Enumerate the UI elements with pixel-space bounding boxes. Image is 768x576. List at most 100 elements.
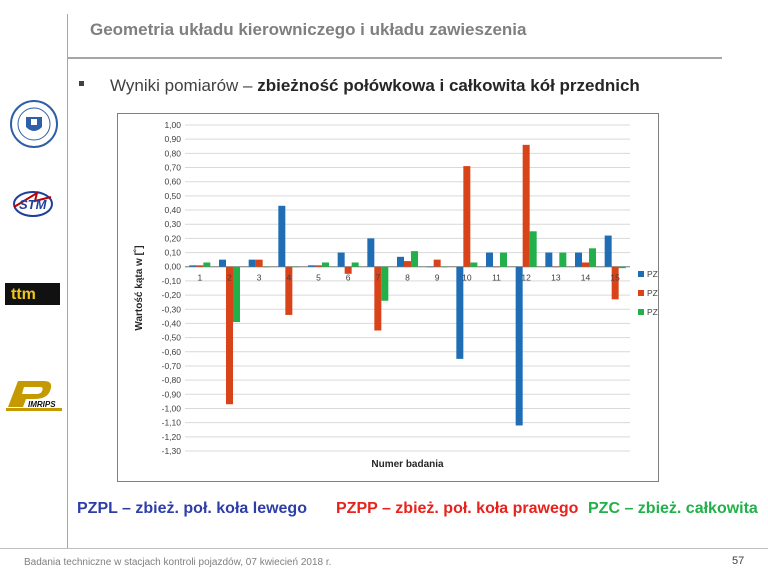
x-tick-label: 10: [462, 273, 472, 283]
bar-pzpp: [196, 265, 204, 267]
x-tick-label: 1: [197, 273, 202, 283]
y-tick-label: -1,20: [162, 432, 182, 442]
y-tick-label: 0,10: [164, 248, 181, 258]
legend-swatch-pzpp: [638, 290, 644, 296]
x-tick-label: 11: [492, 273, 501, 283]
y-tick-label: -0,10: [162, 276, 182, 286]
y-tick-label: 0,50: [164, 191, 181, 201]
y-tick-label: -0,70: [162, 361, 182, 371]
ttm-logo-icon: ttm: [5, 283, 60, 305]
legend-pzpp-text: PZPP – zbież. poł. koła prawego: [336, 500, 579, 517]
x-tick-label: 6: [346, 273, 351, 283]
bar-pzpp: [255, 259, 263, 267]
bar-pzpl: [515, 266, 523, 426]
y-tick-label: -1,10: [162, 418, 182, 428]
x-tick-label: 8: [405, 273, 410, 283]
bar-pzc: [500, 252, 507, 267]
bullet-line: Wyniki pomiarów – zbieżność połówkowa i …: [79, 76, 640, 96]
bar-pzpp: [552, 266, 560, 268]
x-axis-title: Numer badania: [371, 459, 444, 470]
y-tick-label: 1,00: [164, 120, 181, 130]
x-tick-label: 14: [581, 273, 591, 283]
bar-pzpl: [248, 259, 256, 267]
bar-pzpp: [374, 266, 382, 331]
bar-pzpl: [367, 238, 375, 267]
bar-pzpl: [604, 235, 612, 267]
legend-pzc-text: PZC – zbież. całkowita: [588, 500, 758, 517]
bar-pzpl: [308, 265, 315, 267]
bar-pzpl: [456, 266, 464, 359]
legend-pzpl-text: PZPL – zbież. poł. koła lewego: [77, 500, 307, 517]
bar-pzc: [292, 266, 300, 268]
y-tick-label: 0,70: [164, 163, 181, 173]
x-tick-label: 3: [257, 273, 262, 283]
stm-logo-icon: STM: [13, 190, 53, 217]
bar-pzc: [618, 266, 626, 269]
x-tick-label: 9: [435, 273, 440, 283]
x-tick-label: 13: [551, 273, 561, 283]
bar-pzpp: [611, 266, 619, 300]
bar-pzpl: [545, 252, 553, 267]
y-tick-label: -0,40: [162, 318, 182, 328]
svg-text:IMRIPS: IMRIPS: [28, 400, 56, 409]
footer-divider: [0, 548, 768, 549]
bar-pzc: [322, 262, 329, 267]
legend-label-pzpl: PZPL: [647, 269, 658, 279]
page-title: Geometria układu kierowniczego i układu …: [90, 20, 527, 39]
bar-pzpl: [337, 252, 345, 267]
bar-chart: 1,00 0,90 0,80 0,70 0,60 0,50 0,40 0,30 0,20 0,10…: [117, 113, 670, 482]
bar-pzpp: [315, 265, 322, 267]
bar-pzpp: [285, 266, 293, 315]
bar-pzpl: [189, 265, 197, 267]
bullet-prefix: Wyniki pomiarów –: [110, 76, 258, 95]
y-tick-label: -0,90: [162, 389, 182, 399]
bar-pzpl: [575, 252, 582, 267]
bar-pzc: [351, 262, 359, 267]
y-tick-label: 0,00: [164, 262, 181, 272]
page-number: 57: [732, 555, 745, 567]
x-tick-label: 15: [610, 273, 620, 283]
x-tick-label: 4: [286, 273, 291, 283]
bar-pzc: [203, 262, 211, 267]
title-underline: [67, 57, 722, 59]
bar-pzc: [233, 266, 240, 323]
university-seal-icon: [10, 100, 58, 148]
y-tick-label: -0,60: [162, 347, 182, 357]
y-tick-label: 0,20: [164, 233, 181, 243]
bar-pzpl: [486, 252, 493, 267]
bar-pzc: [589, 248, 596, 267]
bar-pzpp: [493, 266, 500, 268]
bullet-square-icon: [79, 81, 84, 87]
svg-text:ttm: ttm: [11, 286, 36, 303]
svg-text:STM: STM: [19, 197, 48, 212]
y-axis-title: Wartość kąta w [˚]: [133, 245, 145, 330]
vertical-divider: [67, 14, 68, 548]
legend-label-pzc: PZC: [647, 307, 658, 317]
bar-pzc: [440, 266, 448, 268]
legend-swatch-pzc: [638, 309, 644, 315]
footer-text: Badania techniczne w stacjach kontroli p…: [24, 557, 332, 568]
pimrips-logo-icon: IMRIPS: [6, 381, 62, 411]
x-tick-label: 7: [375, 273, 380, 283]
bar-pzpp: [404, 261, 411, 267]
x-tick-label: 12: [521, 273, 531, 283]
bar-pzpl: [426, 266, 434, 268]
y-tick-label: 0,30: [164, 219, 181, 229]
bar-pzc: [559, 252, 567, 267]
y-tick-label: 0,40: [164, 205, 181, 215]
bar-pzpl: [278, 205, 286, 267]
y-tick-label: -0,80: [162, 375, 182, 385]
y-tick-label: 0,60: [164, 177, 181, 187]
bar-pzpp: [463, 166, 471, 267]
x-tick-label: 2: [227, 273, 232, 283]
bullet-bold-text: zbieżność połówkowa i całkowita kół prze…: [257, 76, 640, 95]
bar-pzc: [411, 251, 418, 267]
bar-pzpl: [397, 256, 404, 267]
y-tick-label: -0,20: [162, 290, 182, 300]
bar-pzpp: [522, 144, 530, 267]
y-tick-label: -0,30: [162, 304, 182, 314]
legend-swatch-pzpl: [638, 271, 644, 277]
bar-pzc: [470, 262, 478, 267]
bar-pzc: [529, 231, 537, 267]
bar-pzc: [381, 266, 389, 301]
